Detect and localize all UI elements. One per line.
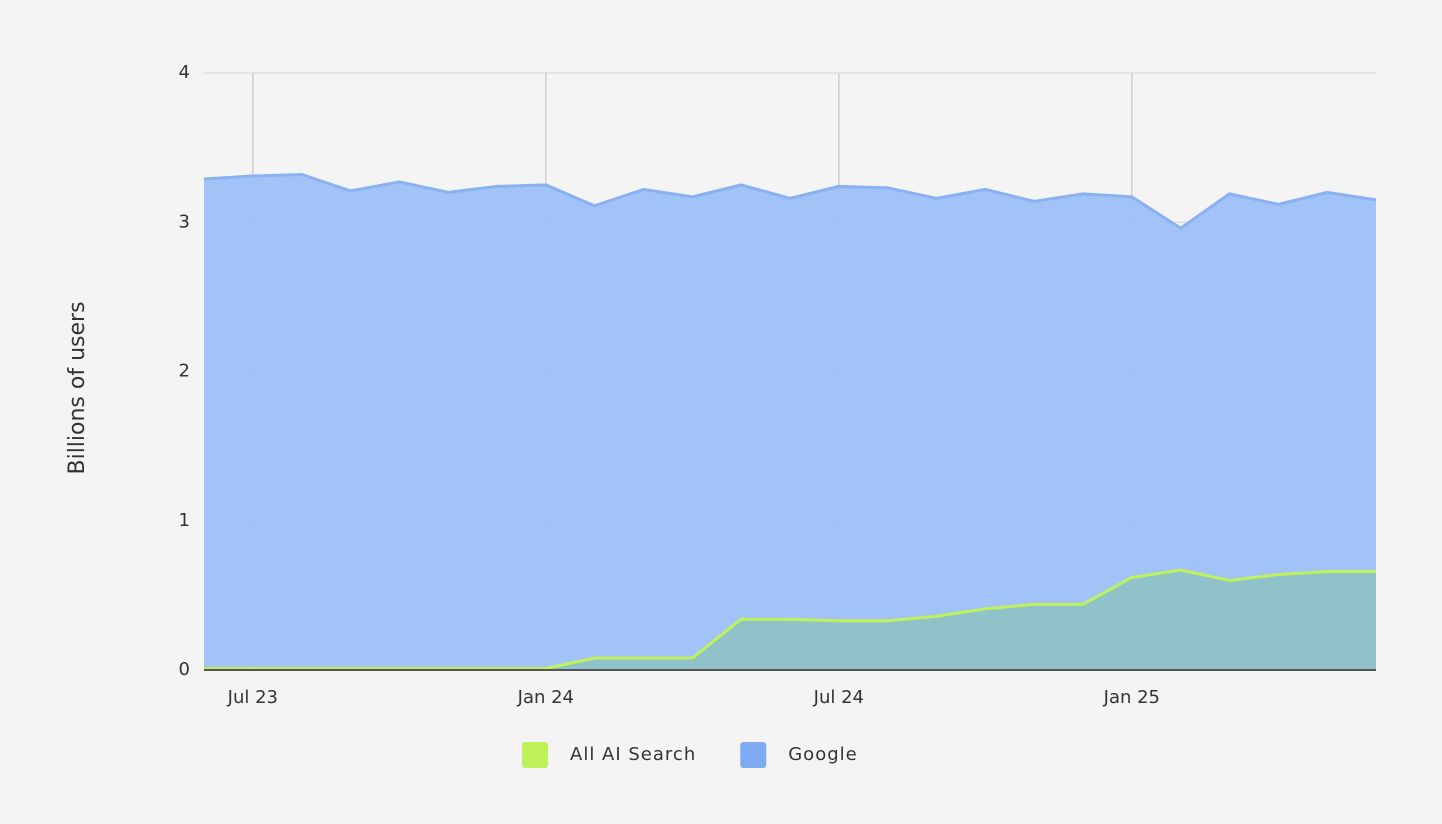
x-tick-label: Jul 23: [227, 687, 278, 708]
legend-swatch: [740, 742, 767, 768]
y-tick-label: 4: [179, 62, 190, 83]
y-tick-label: 3: [179, 211, 190, 232]
legend-label: Google: [788, 744, 857, 765]
x-tick-label: Jan 24: [517, 687, 574, 708]
x-tick-label: Jul 24: [813, 687, 864, 708]
y-tick-label: 0: [179, 659, 190, 680]
line: [203, 172, 1377, 231]
line: [204, 568, 1376, 671]
x-tick-label: Jan 25: [1103, 687, 1160, 708]
y-tick-label: 2: [179, 361, 190, 382]
y-axis-label: Billions of users: [65, 301, 90, 474]
area: [204, 174, 1376, 671]
y-tick-label: 1: [179, 510, 190, 531]
legend-swatch: [522, 742, 548, 768]
legend-label: All AI Search: [570, 744, 696, 765]
